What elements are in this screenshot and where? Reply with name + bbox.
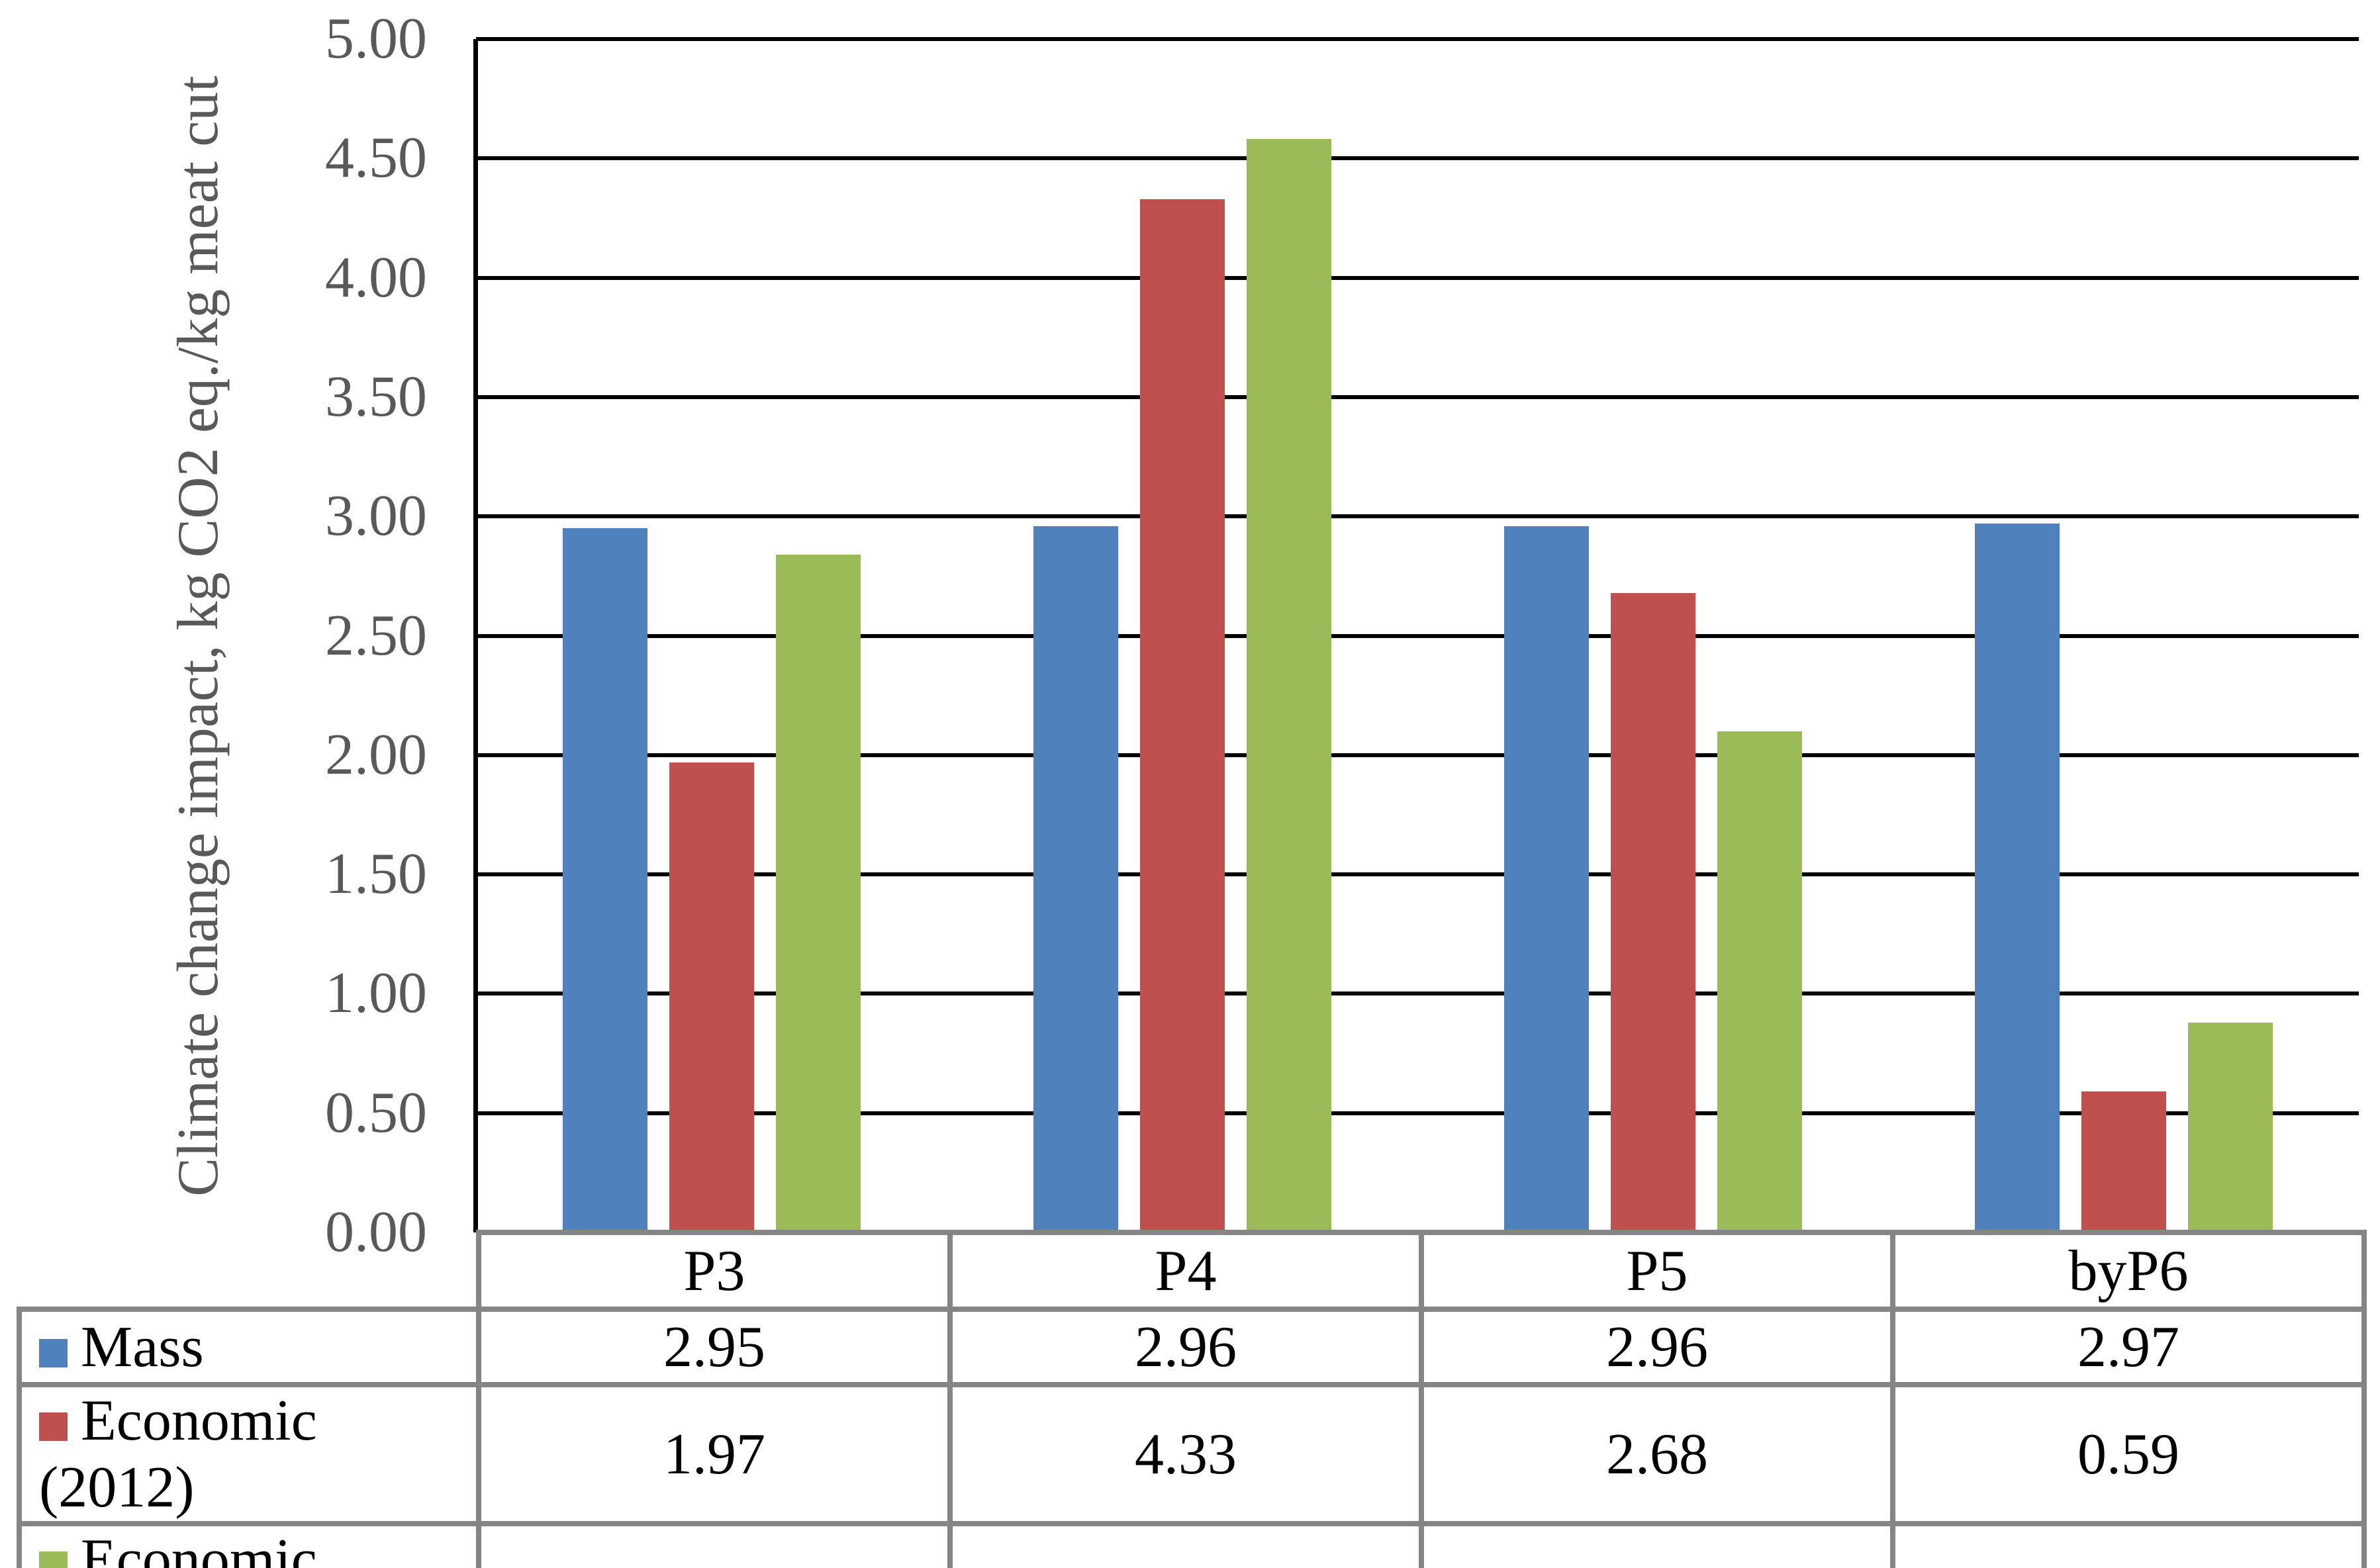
gridline-3.00 <box>476 514 2359 519</box>
gridline-2.00 <box>476 753 2359 757</box>
bar-P4-mass <box>1033 526 1118 1232</box>
table-row-mass: Mass 2.95 2.96 2.96 2.97 <box>17 1307 2367 1387</box>
bar-group-byP6 <box>1888 39 2359 1232</box>
data-table: P3 P4 P5 byP6 Mass 2.95 2.96 2.96 2.97 Economic (… <box>17 1230 2367 1568</box>
bar-P3-mass <box>562 528 647 1232</box>
y-tick-label-1.50: 1.50 <box>325 842 427 907</box>
table-row-economic-2012-: Economic (2012) 1.97 4.33 2.68 0.59 <box>17 1382 2367 1526</box>
y-tick-label-4.00: 4.00 <box>325 245 427 310</box>
bar-P4-economic-2022- <box>1246 139 1331 1232</box>
y-tick-label-3.00: 3.00 <box>325 484 427 549</box>
value-cell-P4-2: 4.33 <box>947 1382 1424 1526</box>
plot-area <box>476 37 2359 1232</box>
legend-cell: Mass <box>17 1307 481 1387</box>
bar-P3-economic-2022- <box>775 555 861 1232</box>
value-cell-P3-3: 2.84 <box>476 1521 953 1568</box>
value-cell-P4-1: 2.96 <box>947 1307 1424 1387</box>
bar-byP6-economic-2022- <box>2187 1023 2273 1232</box>
y-tick-label-1.00: 1.00 <box>325 961 427 1026</box>
category-header-P5: P5 <box>1419 1230 1895 1312</box>
legend-swatch-icon <box>39 1412 68 1441</box>
table-row-economic-2022-: Economic (2022) 2.844.582.100.88 <box>17 1521 2367 1568</box>
value-cell-P5-2: 2.68 <box>1419 1382 1895 1526</box>
y-tick-label-5.00: 5.00 <box>325 7 427 71</box>
gridline-1.00 <box>476 992 2359 996</box>
bar-P5-economic-2012- <box>1610 593 1695 1232</box>
legend-label: Economic (2022) <box>81 1528 317 1568</box>
bar-P4-economic-2012- <box>1139 199 1225 1232</box>
gridline-1.50 <box>476 872 2359 877</box>
legend-swatch-icon <box>39 1338 68 1367</box>
bar-byP6-mass <box>1974 524 2060 1232</box>
category-header-P3: P3 <box>476 1230 953 1312</box>
category-header-byP6: byP6 <box>1890 1230 2367 1312</box>
y-tick-label-0.50: 0.50 <box>325 1080 427 1145</box>
bar-P5-economic-2022- <box>1717 731 1802 1232</box>
bar-byP6-economic-2012- <box>2081 1091 2166 1232</box>
gridline-0.50 <box>476 1111 2359 1115</box>
gridline-4.50 <box>476 156 2359 161</box>
value-cell-P5-1: 2.96 <box>1419 1307 1895 1387</box>
value-cell-byP6-2: 0.59 <box>1890 1382 2367 1526</box>
bar-group-P3 <box>476 39 947 1232</box>
legend-cell: Economic (2022) <box>17 1521 481 1568</box>
legend-label: Mass <box>81 1314 204 1379</box>
value-cell-P5-3: 2.10 <box>1419 1521 1895 1568</box>
gridline-2.50 <box>476 633 2359 638</box>
value-cell-byP6-3: 0.88 <box>1890 1521 2367 1568</box>
value-cell-P3-2: 1.97 <box>476 1382 953 1526</box>
bar-group-P5 <box>1417 39 1888 1232</box>
gridline-4.00 <box>476 275 2359 280</box>
table-header-row: P3 P4 P5 byP6 <box>19 1230 2367 1312</box>
table-corner-blank <box>19 1232 479 1309</box>
legend-swatch-icon <box>39 1551 68 1568</box>
value-cell-byP6-1: 2.97 <box>1890 1307 2367 1387</box>
gridline-3.50 <box>476 394 2359 399</box>
y-tick-label-4.50: 4.50 <box>325 126 427 191</box>
category-header-P4: P4 <box>947 1230 1424 1312</box>
legend-label: Economic (2012) <box>39 1389 317 1520</box>
bar-P3-economic-2012- <box>669 762 754 1232</box>
bar-group-P4 <box>947 39 1417 1232</box>
gridline-5.00 <box>476 37 2359 41</box>
bar-P5-mass <box>1503 526 1589 1232</box>
y-tick-label-0.00: 0.00 <box>325 1200 427 1264</box>
y-axis-line <box>473 39 478 1232</box>
y-tick-label-3.50: 3.50 <box>325 364 427 429</box>
value-cell-P3-1: 2.95 <box>476 1307 953 1387</box>
y-tick-label-2.00: 2.00 <box>325 722 427 787</box>
value-cell-P4-3: 4.58 <box>947 1521 1424 1568</box>
legend-cell: Economic (2012) <box>17 1382 481 1526</box>
y-tick-label-2.50: 2.50 <box>325 603 427 668</box>
